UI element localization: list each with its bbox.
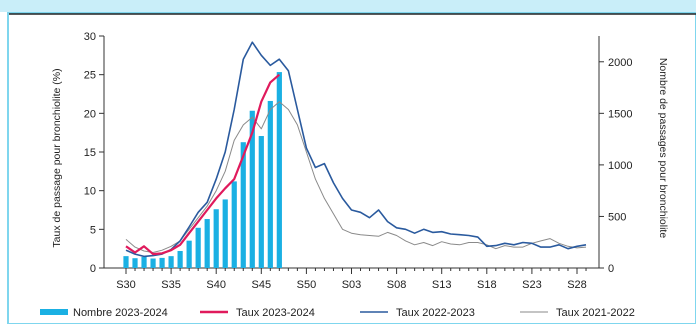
bar	[222, 199, 228, 268]
header-band	[0, 0, 696, 12]
x-tick-label: S28	[567, 279, 587, 291]
y-tick-label-right: 2000	[608, 57, 632, 69]
bar	[123, 256, 129, 268]
y-axis-label-left: Taux de passage pour bronchiolite (%)	[51, 68, 63, 247]
y-tick-label-left: 30	[84, 31, 96, 43]
x-tick-label: S08	[387, 279, 407, 291]
y-tick-label-left: 20	[84, 108, 96, 120]
bar-series-nombre-2023-2024	[123, 72, 282, 269]
legend-label-bars: Nombre 2023-2024	[73, 307, 168, 319]
y-tick-label-right: 500	[608, 211, 626, 223]
x-tick-label: S30	[116, 279, 136, 291]
x-tick-label: S23	[522, 279, 542, 291]
line-series	[125, 41, 587, 258]
bar	[177, 250, 183, 268]
x-tick-label: S35	[161, 279, 181, 291]
bar	[258, 136, 264, 268]
x-tick-label: S45	[252, 279, 272, 291]
y-tick-label-left: 0	[90, 263, 96, 275]
x-tick-label: S18	[477, 279, 497, 291]
x-tick-label: S50	[297, 279, 317, 291]
y-tick-label-left: 5	[90, 224, 96, 236]
legend-label-taux-2022-2023: Taux 2022-2023	[396, 307, 475, 319]
legend: Nombre 2023-2024 Taux 2023-2024 Taux 202…	[40, 307, 635, 319]
bar	[132, 258, 138, 268]
line-taux-2021-2022	[125, 101, 587, 253]
x-tick-label: S13	[432, 279, 452, 291]
y-tick-label-left: 25	[84, 70, 96, 82]
bar	[150, 258, 156, 268]
y-axis-right: 0 500 1000 1500 2000	[598, 36, 632, 275]
y-tick-label-left: 10	[84, 186, 96, 198]
bar	[204, 219, 210, 268]
bar	[195, 227, 201, 268]
line-taux-2022-2023	[125, 41, 587, 258]
y-tick-label-right: 0	[608, 263, 614, 275]
legend-label-taux-2021-2022: Taux 2021-2022	[556, 307, 635, 319]
bar	[240, 142, 246, 268]
x-tick-label: S03	[342, 279, 362, 291]
y-tick-label-right: 1500	[608, 108, 632, 120]
bar	[231, 181, 237, 268]
bar	[159, 257, 165, 268]
legend-label-taux-2023-2024: Taux 2023-2024	[236, 307, 315, 319]
bar	[213, 209, 219, 268]
bar	[267, 100, 273, 269]
x-tick-label: S40	[206, 279, 226, 291]
line-taux-2023-2024	[125, 73, 281, 256]
bar	[186, 240, 192, 268]
bar	[168, 256, 174, 268]
y-axis-left: 0 5 10 15 20 25 30	[84, 31, 105, 275]
figure-frame	[7, 12, 696, 324]
y-axis-label-right: Nombre de passages pour bronchiolite	[657, 58, 669, 239]
y-tick-label-right: 1000	[608, 160, 632, 172]
y-tick-label-left: 15	[84, 147, 96, 159]
bar	[141, 256, 147, 268]
bar	[249, 110, 255, 268]
bar	[276, 72, 282, 268]
x-axis: S30 S35 S40 S45 S50 S03 S08 S13 S18 S23 S28	[104, 267, 599, 291]
